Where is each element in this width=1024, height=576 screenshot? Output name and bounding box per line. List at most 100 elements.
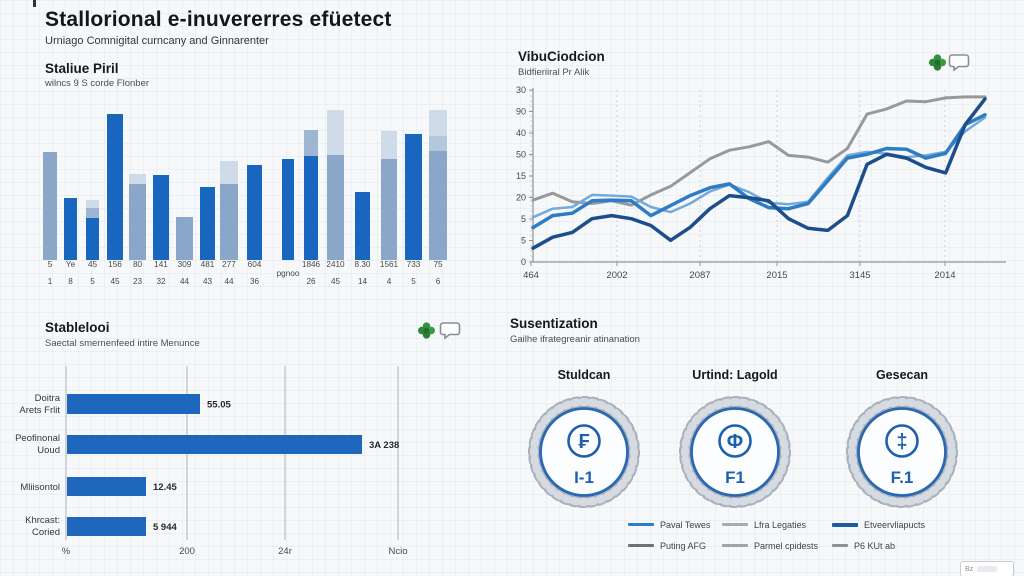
plant-icon[interactable] (928, 53, 948, 73)
legend-swatch (628, 522, 654, 527)
x-tick-label: Ncio (388, 546, 407, 557)
bar-label-bottom: 6 (436, 277, 441, 286)
bar-label-top: 141 (154, 260, 168, 269)
bar-segment (429, 136, 447, 151)
bar-segment (327, 110, 344, 155)
coin-header-2: Urtind: Lagold (692, 368, 778, 382)
bar-label-top: 481 (201, 260, 215, 269)
bar-label-bottom: 23 (133, 277, 143, 286)
coin-symbol: ₣ (578, 431, 589, 453)
bar-segment (405, 134, 422, 260)
row-label: Peofinonal (15, 433, 60, 444)
bar-value: 55.05 (207, 400, 231, 411)
legend-swatch (832, 544, 848, 547)
x-tick-label: 24r (278, 546, 292, 557)
row-label: Coried (32, 527, 60, 538)
legend-item: Lfra Legaties (722, 520, 832, 530)
corner-pill-button[interactable]: Bz (960, 561, 1014, 576)
bar-segment (381, 131, 397, 159)
y-tick-label: 5 (521, 236, 526, 246)
y-tick-label: 90 (516, 107, 526, 117)
coin-symbol-ring (885, 424, 919, 458)
bar-label-top: 8.30 (355, 260, 371, 269)
bar-chart-title: Staliue Piril (45, 61, 119, 76)
bar-label-bottom: 45 (331, 277, 341, 286)
bar-segment (381, 159, 397, 260)
bar-segment (86, 208, 99, 218)
hbar (67, 435, 362, 454)
bar-label-bottom: 5 (90, 277, 95, 286)
bar-segment (429, 110, 447, 136)
bar-label-bottom: 44 (180, 277, 190, 286)
x-tick-label: % (62, 546, 71, 557)
coin-medallion: Φ F1 (679, 396, 791, 508)
hbar-chart-subtitle: Saectal smernenfeed intire Menunce (45, 338, 200, 349)
coin-header-1: Stuldcan (557, 368, 611, 382)
coin-bead-ring-highlight (530, 398, 638, 506)
bar-label-bottom: 43 (203, 277, 213, 286)
legend-item-label: P6 KUt ab (854, 540, 896, 551)
bar-value: 12.45 (153, 482, 177, 493)
bar-label-bottom: 1 (48, 277, 53, 286)
bar-chart: 51Ye845515645802314132309444814327744604… (43, 110, 447, 286)
bar-segment (247, 165, 262, 260)
bar-segment (355, 192, 370, 260)
bar-segment (64, 198, 77, 260)
bar-segment (129, 174, 146, 184)
comment-icon[interactable] (439, 320, 461, 340)
y-tick-label: 5 (521, 214, 526, 224)
y-tick-label: 30 (516, 85, 526, 95)
coin-symbol-ring (567, 424, 601, 458)
row-label: Uoud (37, 445, 60, 456)
comment-icon[interactable] (948, 52, 970, 72)
bar-segment (282, 159, 294, 260)
bar-label-bottom: 44 (224, 277, 234, 286)
legend-swatch (722, 523, 748, 526)
bar-label-top: 604 (248, 260, 262, 269)
legend-item: Puting AFG (628, 541, 722, 551)
row-label: Doitra (35, 393, 61, 404)
chart-legend: Paval Tewes Lfra Legaties Etveervliapucts P… (628, 514, 1024, 556)
bar-label-top: 75 (433, 260, 443, 269)
page-subtitle: Urniago Comnigital curncany and Ginnaren… (45, 35, 269, 47)
coin-code: I-1 (574, 468, 594, 487)
bar-label-bottom: 5 (411, 277, 416, 286)
corner-tick (33, 0, 36, 7)
bar-chart-subtitle: wilncs 9 S corde Flonber (45, 78, 150, 89)
row-label: Khrcast: (25, 515, 60, 526)
bar-segment (220, 184, 238, 260)
bar-label-top: 2410 (326, 260, 345, 269)
bar-label-bottom: 45 (110, 277, 120, 286)
line-chart-subtitle: Bidfieriiral Pr Alik (518, 67, 590, 78)
y-tick-label: 15 (516, 171, 526, 181)
hbar (67, 477, 146, 496)
legend-swatch (832, 522, 858, 527)
x-tick-label: 2014 (934, 270, 955, 281)
x-tick-label: 200 (179, 546, 195, 557)
legend-swatch (722, 544, 748, 547)
bar-label-top: 80 (133, 260, 143, 269)
x-tick-label: 3145 (849, 270, 870, 281)
coin-code: F.1 (891, 468, 914, 487)
legend-swatch (628, 544, 654, 547)
coin-face (857, 407, 947, 497)
coin-face (539, 407, 629, 497)
hbar-chart-title: Stablelooi (45, 320, 110, 335)
coin-symbol: Φ (727, 431, 743, 453)
line-chart-title: VibuCiodcion (518, 49, 605, 64)
x-tick-label: 2087 (689, 270, 710, 281)
coins-subtitle: Gailhe ifrategreanir atinanation (510, 334, 640, 345)
y-tick-label: 50 (516, 150, 526, 160)
bar-label-bottom: 32 (156, 277, 166, 286)
legend-item: Paval Tewes (628, 520, 722, 530)
coin-code: F1 (725, 468, 745, 487)
bar-label-top: 277 (222, 260, 236, 269)
bar-segment (200, 187, 215, 260)
bar-label-top: 1561 (380, 260, 399, 269)
bar-label-bottom: 36 (250, 277, 260, 286)
x-tick-label: 2015 (766, 270, 787, 281)
plant-icon[interactable] (417, 321, 437, 341)
corner-pill-bar (977, 566, 998, 572)
series-line (531, 113, 987, 230)
